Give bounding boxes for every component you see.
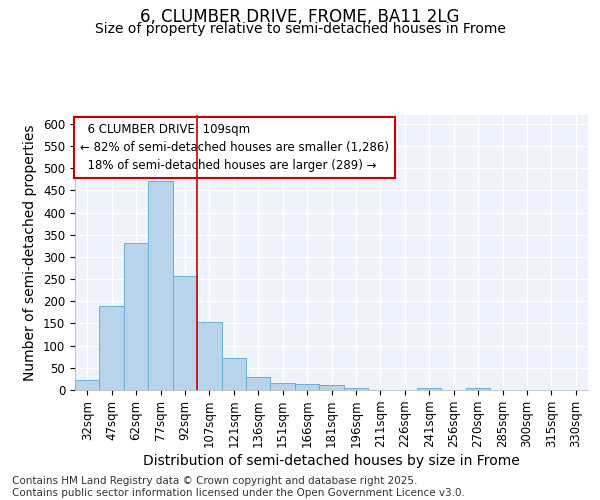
Bar [271,384,295,390]
Text: 6 CLUMBER DRIVE: 109sqm  
← 82% of semi-detached houses are smaller (1,286)
  18: 6 CLUMBER DRIVE: 109sqm ← 82% of semi-de… [80,123,389,172]
Bar [148,180,173,390]
Bar [221,358,246,390]
Bar [197,322,221,390]
X-axis label: Distribution of semi-detached houses by size in Frome: Distribution of semi-detached houses by … [143,454,520,468]
Y-axis label: Number of semi-detached properties: Number of semi-detached properties [23,124,37,381]
Bar [100,306,124,390]
Bar [75,380,100,390]
Bar [417,388,442,390]
Bar [173,276,197,390]
Bar [295,384,319,390]
Text: 6, CLUMBER DRIVE, FROME, BA11 2LG: 6, CLUMBER DRIVE, FROME, BA11 2LG [140,8,460,26]
Bar [466,388,490,390]
Text: Size of property relative to semi-detached houses in Frome: Size of property relative to semi-detach… [95,22,505,36]
Bar [319,384,344,390]
Text: Contains HM Land Registry data © Crown copyright and database right 2025.
Contai: Contains HM Land Registry data © Crown c… [12,476,465,498]
Bar [246,376,271,390]
Bar [124,242,148,390]
Bar [344,388,368,390]
